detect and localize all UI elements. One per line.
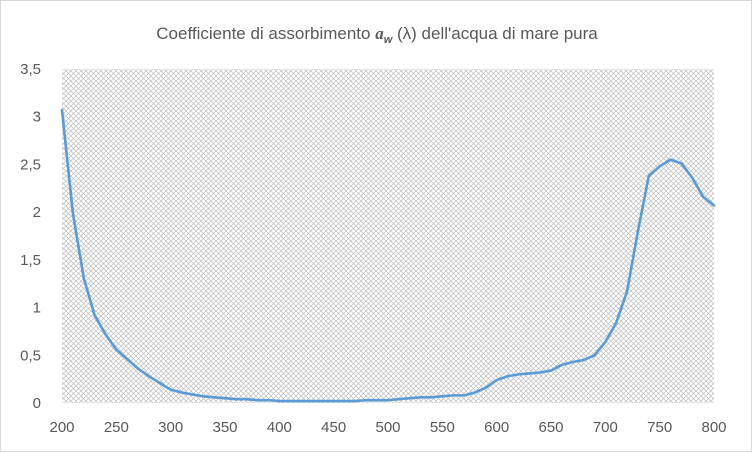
- data-point: [506, 375, 509, 378]
- data-point: [473, 391, 477, 394]
- data-point: [299, 399, 303, 403]
- data-point: [212, 396, 216, 399]
- x-tick-label: 200: [49, 419, 74, 436]
- data-point: [60, 108, 64, 112]
- data-point: [430, 396, 433, 399]
- data-point: [354, 399, 357, 403]
- data-point: [104, 333, 107, 336]
- plot-area: [62, 69, 714, 403]
- data-point: [636, 230, 640, 233]
- data-point: [658, 165, 661, 168]
- data-point: [712, 204, 716, 207]
- data-point: [310, 399, 314, 403]
- x-tick-label: 700: [593, 419, 618, 436]
- data-point: [647, 174, 650, 178]
- data-point: [549, 369, 553, 372]
- chart-title-symbol: a: [375, 24, 384, 43]
- y-tick-label: 2: [33, 204, 41, 221]
- x-tick-label: 450: [321, 419, 346, 436]
- data-point: [202, 395, 205, 398]
- data-point: [365, 398, 368, 402]
- data-point: [332, 399, 335, 403]
- data-point: [604, 340, 607, 344]
- x-tick-label: 350: [212, 419, 237, 436]
- data-point: [136, 367, 140, 370]
- data-point: [126, 357, 129, 361]
- data-point: [462, 394, 466, 397]
- y-axis-ticks: 0 0,5 1 1,5 2 2,5 3 3,5: [20, 61, 41, 412]
- x-tick-label: 750: [647, 419, 672, 436]
- x-tick-label: 300: [158, 419, 183, 436]
- data-point: [158, 381, 161, 385]
- data-point: [191, 393, 194, 396]
- data-point: [71, 211, 75, 215]
- y-tick-label: 0,5: [20, 347, 41, 364]
- chart-title-prefix: Coefficiente di assorbimento: [156, 24, 375, 43]
- data-point: [375, 398, 379, 402]
- y-tick-label: 1,5: [20, 252, 41, 269]
- data-point: [386, 398, 390, 402]
- chart-title-subscript: w: [384, 34, 394, 46]
- data-point: [484, 386, 487, 389]
- data-point: [397, 397, 401, 401]
- data-point: [669, 158, 672, 161]
- data-point: [147, 375, 151, 378]
- data-point: [593, 354, 596, 357]
- data-point: [343, 399, 346, 403]
- chart-title-suffix: (λ) dell'acqua di mare pura: [392, 24, 598, 43]
- data-point: [452, 394, 455, 397]
- y-tick-label: 3: [33, 109, 41, 126]
- y-tick-label: 2,5: [20, 156, 41, 173]
- data-point: [538, 371, 542, 374]
- data-point: [245, 397, 248, 401]
- data-point: [180, 391, 183, 394]
- data-point: [582, 358, 585, 362]
- data-point: [560, 363, 564, 367]
- x-tick-label: 800: [701, 419, 726, 436]
- x-tick-label: 500: [375, 419, 400, 436]
- x-axis-ticks: 200 250 300 350 400 450 500 550 600 650 700 750 800: [49, 419, 726, 436]
- data-point: [289, 399, 292, 403]
- x-tick-label: 250: [104, 419, 129, 436]
- data-point: [321, 399, 324, 403]
- data-point: [615, 321, 618, 325]
- chart-title: Coefficiente di assorbimento aw (λ) dell…: [156, 24, 598, 46]
- data-point: [441, 395, 444, 398]
- data-point: [701, 195, 705, 199]
- data-point: [82, 276, 85, 280]
- data-point: [691, 176, 694, 179]
- data-point: [93, 314, 96, 317]
- data-point: [169, 388, 172, 391]
- data-point: [256, 398, 259, 402]
- x-tick-label: 400: [267, 419, 292, 436]
- data-point: [517, 373, 520, 376]
- data-point: [528, 372, 531, 375]
- data-point: [680, 162, 683, 165]
- data-point: [115, 348, 118, 351]
- series-points: [60, 108, 716, 403]
- data-point: [223, 397, 227, 400]
- x-tick-label: 600: [484, 419, 509, 436]
- x-tick-label: 550: [430, 419, 455, 436]
- y-tick-label: 3,5: [20, 61, 41, 78]
- data-point: [571, 360, 574, 364]
- data-point: [234, 397, 238, 401]
- data-point: [495, 378, 498, 382]
- data-point: [625, 290, 629, 293]
- x-tick-label: 650: [538, 419, 563, 436]
- y-tick-label: 0: [33, 395, 41, 412]
- data-point: [408, 397, 411, 400]
- data-point: [278, 399, 281, 403]
- data-point: [267, 398, 270, 402]
- data-point: [419, 396, 422, 399]
- y-tick-label: 1: [33, 300, 41, 317]
